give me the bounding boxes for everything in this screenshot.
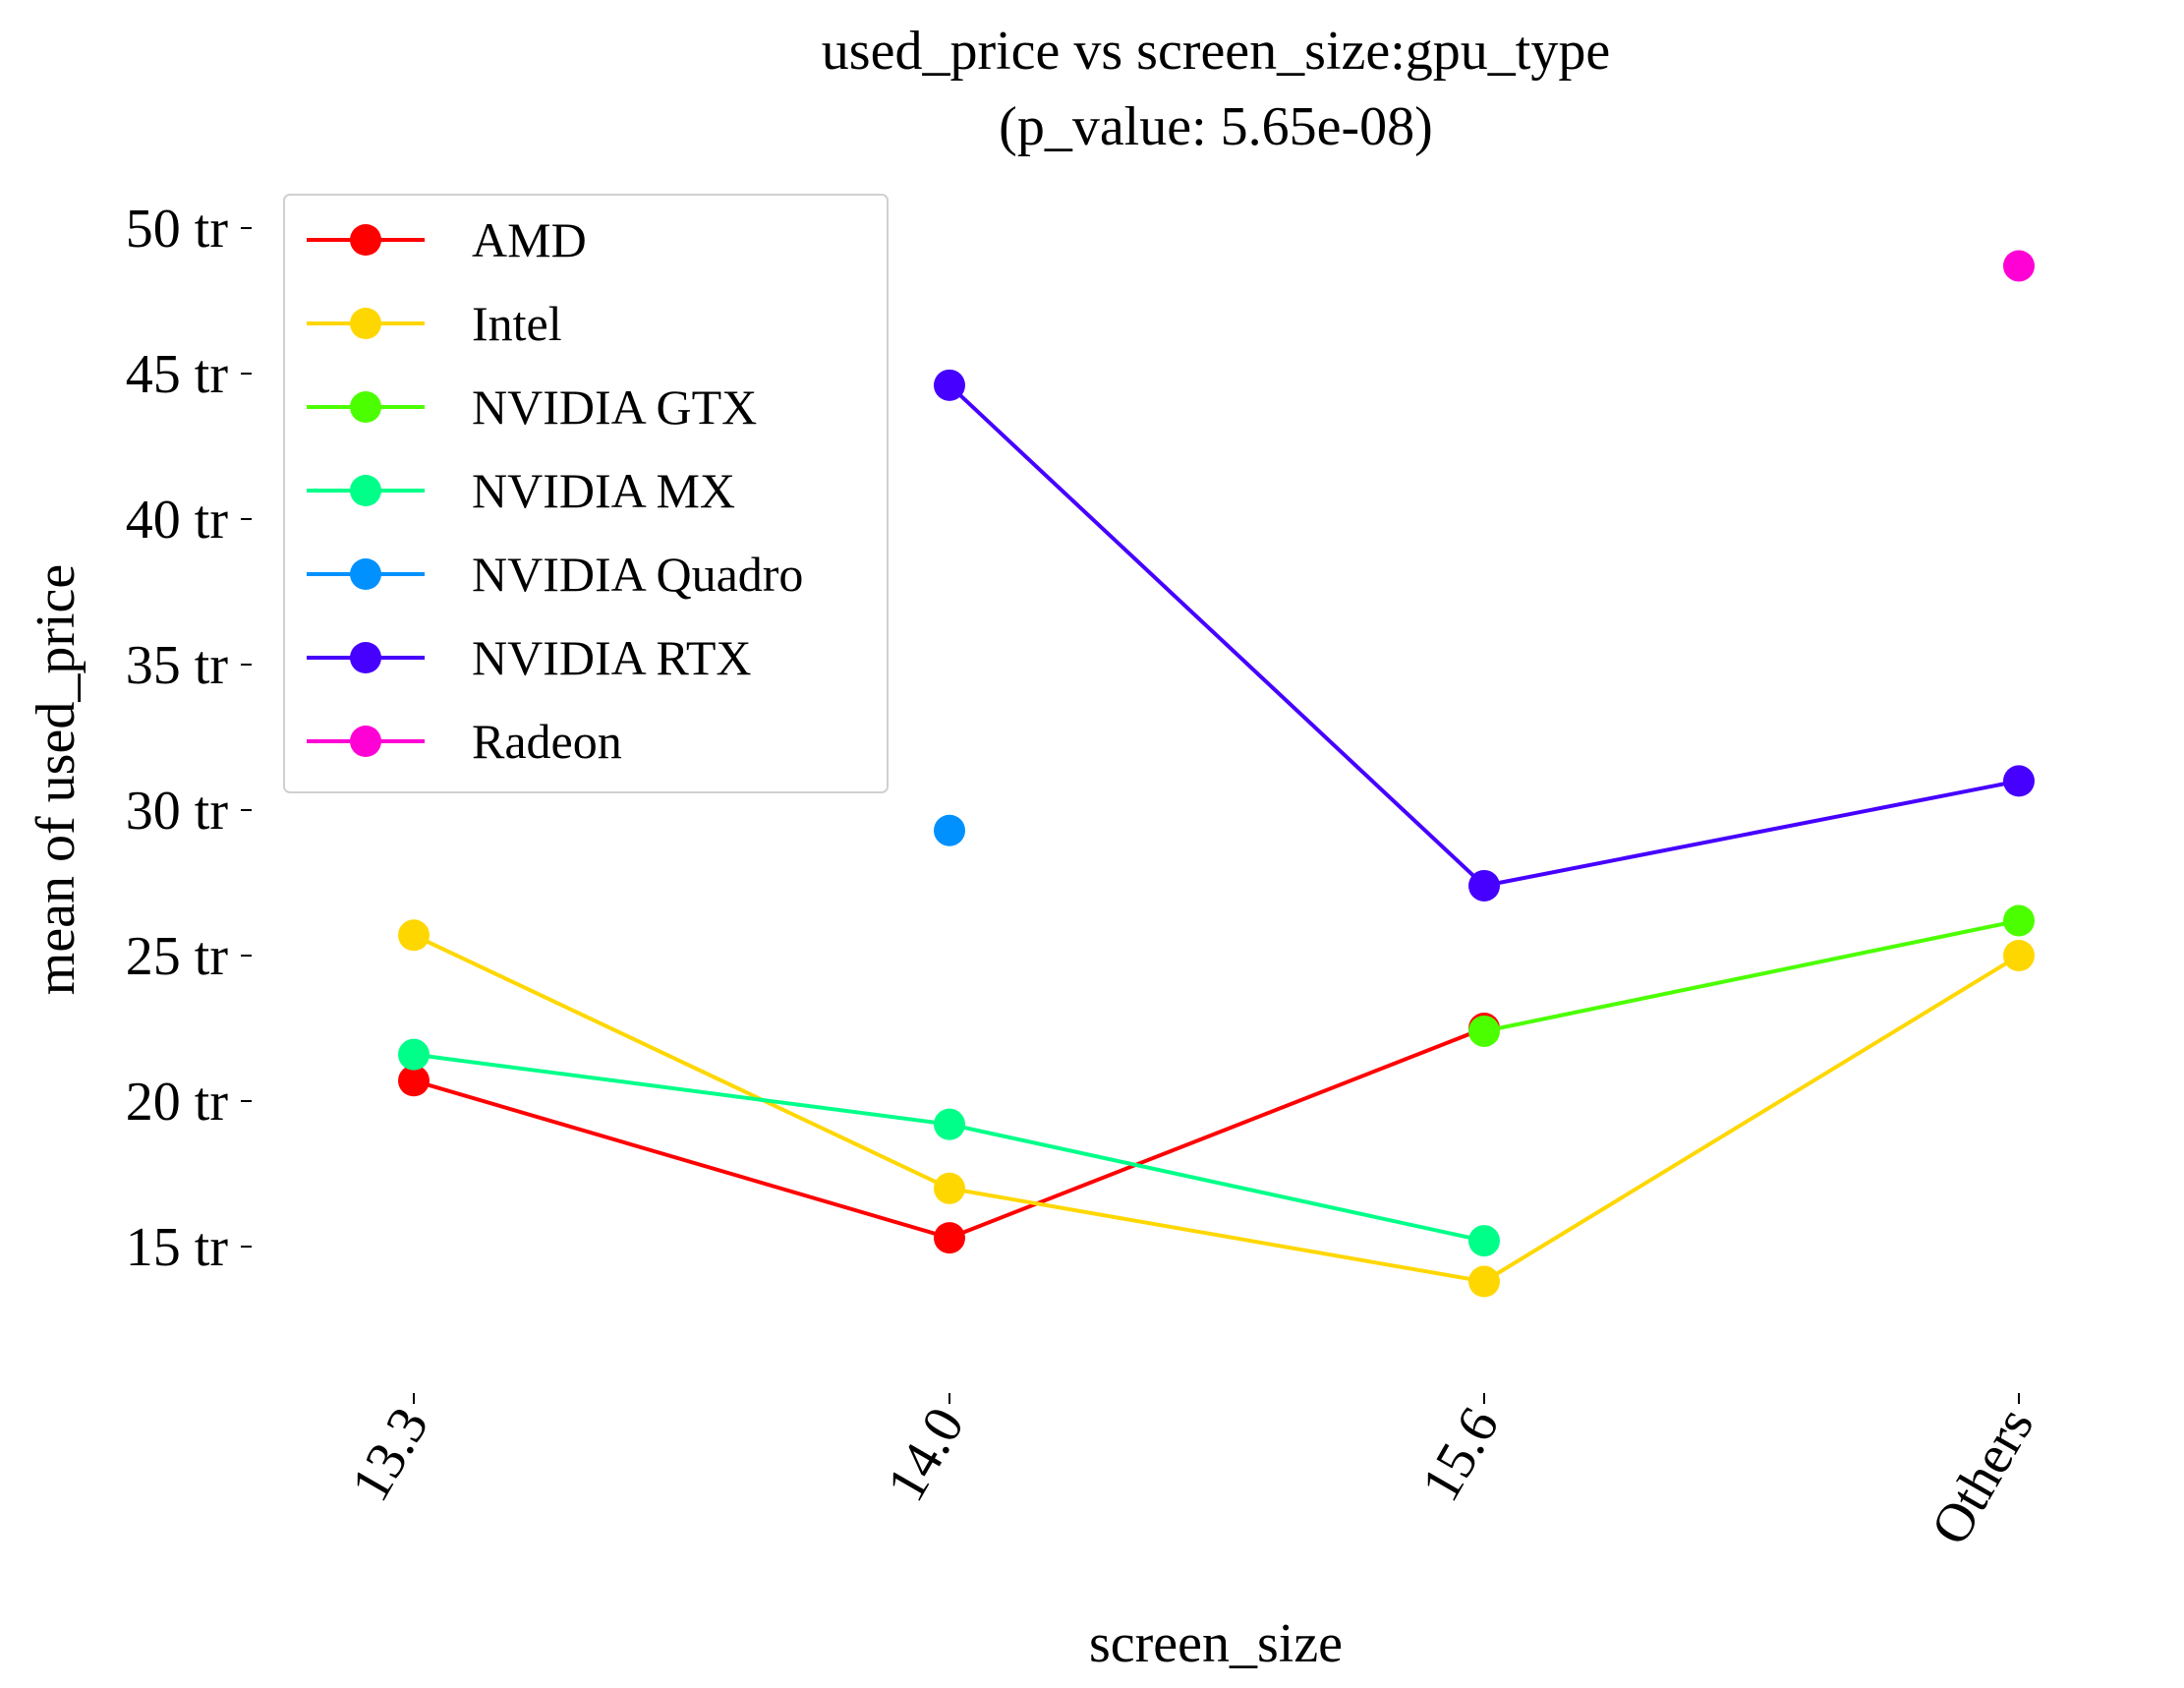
data-point: [1468, 1265, 1500, 1298]
series-nvidia-mx: [398, 1038, 1500, 1257]
legend-label: Intel: [472, 296, 562, 351]
data-point: [2003, 765, 2035, 797]
chart-subtitle: (p_value: 5.65e-08): [999, 96, 1433, 157]
plot-series: [398, 250, 2035, 1298]
legend-label: NVIDIA MX: [472, 463, 735, 518]
series-line: [948, 383, 2020, 889]
series-line: [413, 933, 2021, 1284]
series-nvidia-gtx: [1468, 904, 2035, 1047]
data-point: [934, 369, 965, 401]
y-tick-label: 50 tr: [126, 199, 229, 260]
x-axis: 13.3 14.0 15.6 Others: [340, 1393, 2045, 1555]
data-point: [934, 1222, 965, 1254]
legend-entry: NVIDIA RTX: [307, 630, 751, 685]
legend-label: Radeon: [472, 714, 622, 769]
y-axis-label: mean of used_price: [26, 564, 86, 995]
data-point: [1468, 1225, 1500, 1257]
series-intel: [398, 919, 2035, 1298]
legend-label: NVIDIA Quadro: [472, 547, 803, 602]
legend-marker: [350, 308, 381, 339]
data-point: [2003, 250, 2035, 282]
series-radeon: [2003, 250, 2035, 282]
data-point: [934, 1172, 965, 1204]
data-point: [398, 919, 430, 952]
y-tick-label: 20 tr: [126, 1072, 229, 1133]
chart-title: used_price vs screen_size:gpu_type: [822, 21, 1610, 82]
legend: AMD Intel NVIDIA GTX NVIDIA MX NVIDIA Quadro…: [283, 194, 889, 793]
legend-entry: NVIDIA MX: [307, 463, 735, 518]
y-tick-label: 35 tr: [126, 635, 229, 696]
y-axis: 15 tr 20 tr 25 tr 30 tr 35 tr 40 tr 45 tr 50 tr: [126, 199, 252, 1278]
legend-marker: [350, 558, 381, 590]
legend-entry: NVIDIA Quadro: [307, 547, 803, 602]
legend-entry: Intel: [307, 296, 562, 351]
legend-label: NVIDIA RTX: [472, 630, 751, 685]
data-point: [934, 1108, 965, 1140]
y-tick-label: 40 tr: [126, 490, 229, 551]
legend-marker: [350, 224, 381, 256]
x-tick-label: 13.3: [340, 1398, 441, 1512]
data-point: [2003, 940, 2035, 971]
data-point: [398, 1065, 430, 1097]
series-line: [413, 1052, 1485, 1244]
legend-label: NVIDIA GTX: [472, 379, 757, 435]
y-tick-label: 30 tr: [126, 781, 229, 842]
y-tick-label: 45 tr: [126, 344, 229, 405]
legend-label: AMD: [472, 212, 587, 267]
data-point: [2003, 904, 2035, 937]
legend-marker: [350, 726, 381, 757]
legend-entry: AMD: [307, 212, 587, 267]
legend-entry: NVIDIA GTX: [307, 379, 757, 435]
x-tick-label: 14.0: [876, 1398, 977, 1512]
legend-marker: [350, 475, 381, 506]
x-tick-label: Others: [1920, 1398, 2045, 1555]
y-tick-label: 25 tr: [126, 926, 229, 987]
legend-box: [283, 194, 889, 793]
data-point: [934, 814, 965, 846]
data-point: [398, 1038, 430, 1071]
legend-entry: Radeon: [307, 714, 622, 769]
x-axis-label: screen_size: [1089, 1613, 1343, 1674]
x-tick-label: 15.6: [1410, 1398, 1512, 1512]
legend-marker: [350, 642, 381, 673]
y-tick-label: 15 tr: [126, 1217, 229, 1278]
data-point: [1468, 869, 1500, 902]
series-nvidia-rtx: [934, 369, 2035, 902]
data-point: [1468, 1015, 1500, 1047]
series-nvidia-quadro: [934, 814, 965, 846]
legend-marker: [350, 391, 381, 423]
series-line: [1483, 918, 2020, 1033]
